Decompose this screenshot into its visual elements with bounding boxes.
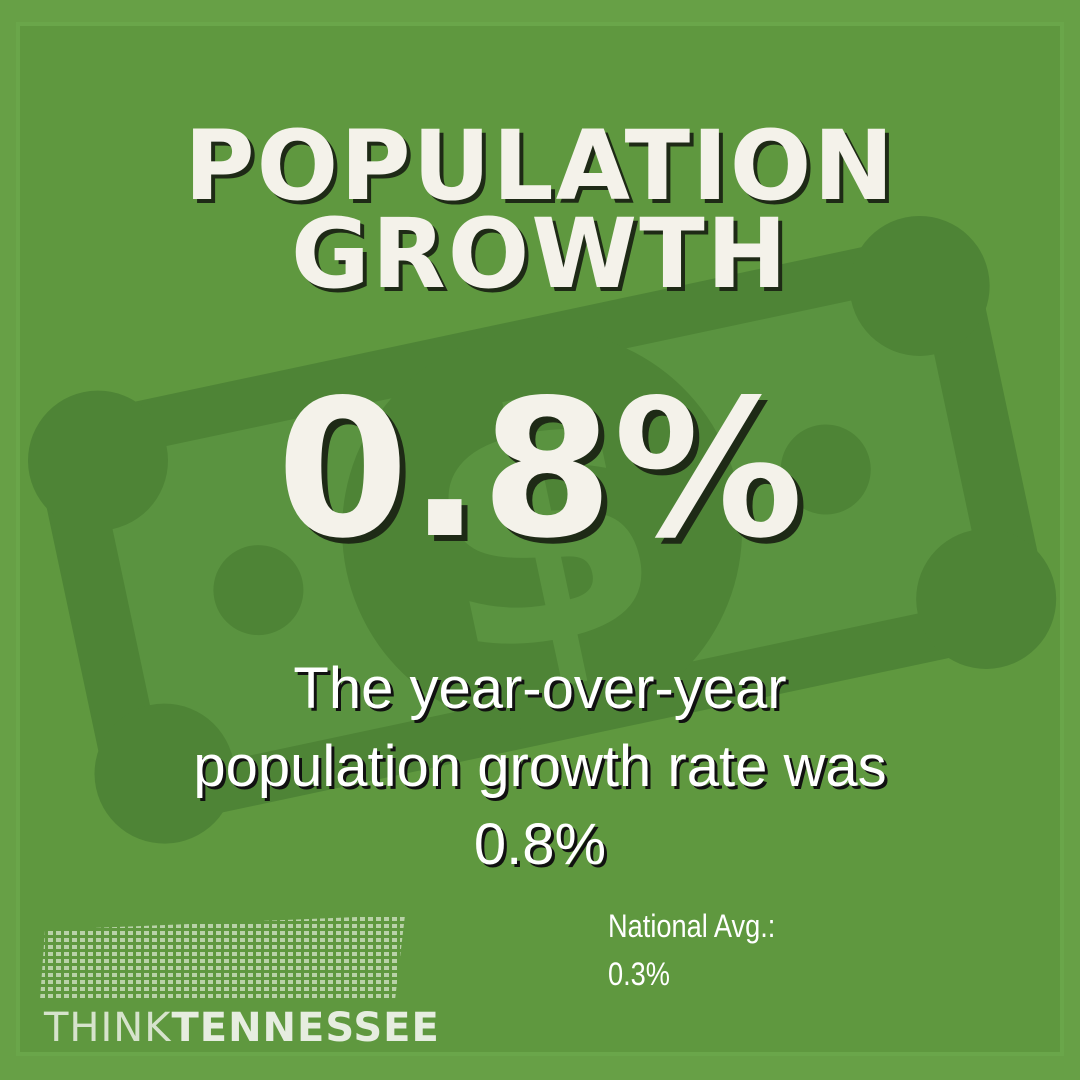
logo-second: TENNESSEE <box>171 1005 440 1051</box>
logo-first: THINK <box>44 1005 172 1051</box>
tennessee-shape <box>40 915 405 1000</box>
dollar-bill-icon: $ <box>27 215 1057 844</box>
national-label: National Avg.: <box>608 908 776 944</box>
description-line: The year-over-year <box>293 656 787 721</box>
logo: THINKTENNESSEE <box>44 1008 440 1048</box>
title-line: POPULATION <box>184 110 896 222</box>
national-value: 0.3% <box>608 956 670 992</box>
description-line: 0.8% <box>473 812 607 877</box>
stat: 0.8% <box>276 359 804 580</box>
title-line: GROWTH <box>290 198 790 310</box>
description-line: population growth rate was <box>193 734 887 799</box>
